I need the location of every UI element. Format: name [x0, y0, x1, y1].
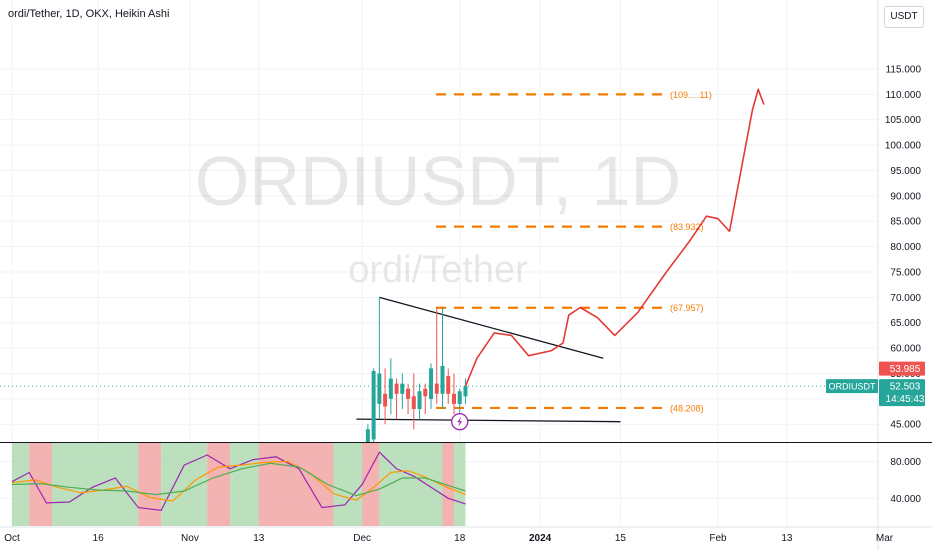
- candle-body: [434, 383, 439, 394]
- fib-levels: (109.…11) (83.932) (67.957) (48.208): [436, 90, 712, 413]
- price-tick-label: 90.000: [890, 191, 921, 202]
- price-tick-label: 65.000: [890, 318, 921, 329]
- trendlines[interactable]: [356, 296, 621, 423]
- candle-body: [457, 391, 462, 404]
- time-tick-label: 15: [615, 533, 627, 544]
- candle-body: [423, 388, 428, 397]
- last-price-tag: [879, 379, 925, 407]
- time-tick-label: 13: [253, 533, 265, 544]
- projection-line: [464, 88, 765, 387]
- countdown-value: 14:45:43: [886, 394, 925, 405]
- oscillator-zones: [12, 443, 466, 526]
- candle-body: [377, 373, 382, 404]
- candle-body: [406, 388, 411, 399]
- watermark-symbol: ORDIUSDT, 1D: [195, 142, 681, 220]
- oscillator-zone-bull: [52, 443, 139, 526]
- oscillator-zone-bull: [333, 443, 363, 526]
- osc-tick-label: 80.000: [890, 457, 921, 468]
- time-tick-label: Feb: [709, 533, 727, 544]
- time-tick-label: Mar: [876, 533, 894, 544]
- candle-body: [394, 383, 399, 394]
- oscillator-zone-bull: [230, 443, 259, 526]
- symbol-tag: [826, 379, 878, 394]
- price-tick-label: 70.000: [890, 293, 921, 304]
- time-tick-label: Oct: [4, 533, 20, 544]
- last-price-value: 52.503: [890, 382, 921, 393]
- currency-button[interactable]: USDT: [884, 6, 924, 28]
- price-tick-label: 75.000: [890, 267, 921, 278]
- trendline: [356, 418, 621, 423]
- candle-body: [371, 370, 376, 440]
- lightning-icon[interactable]: [451, 413, 469, 431]
- time-tick-label: Nov: [181, 533, 199, 544]
- candle-body: [365, 429, 370, 442]
- candle-body: [440, 365, 445, 394]
- candle-body: [429, 368, 434, 399]
- osc-tick-label: 40.000: [890, 494, 921, 505]
- price-axis-bg: [878, 0, 932, 550]
- price-tick-label: 115.000: [886, 64, 922, 75]
- candle-body: [451, 393, 456, 404]
- candles: [365, 297, 468, 442]
- time-tick-label: 2024: [529, 533, 552, 544]
- candle-body: [383, 393, 388, 407]
- candle-body: [446, 376, 451, 394]
- symbol-tag-label: ORDIUSDT: [829, 382, 877, 392]
- price-tick-label: 105.000: [885, 115, 922, 126]
- previous-close-value: 53.985: [890, 364, 921, 375]
- price-tick-label: 45.000: [890, 420, 921, 431]
- candle-body: [400, 383, 405, 394]
- projection-path[interactable]: [464, 88, 765, 387]
- price-tick-label: 95.000: [890, 166, 921, 177]
- candle-body: [463, 386, 468, 397]
- lightning-icon-bolt: [457, 416, 463, 427]
- level-label: (109.…11): [670, 90, 712, 100]
- time-tick-label: 18: [454, 533, 466, 544]
- level-label: (67.957): [670, 303, 704, 313]
- time-tick-label: 13: [781, 533, 793, 544]
- oscillator-zone-bear: [29, 443, 53, 526]
- watermark: ORDIUSDT, 1D ordi/Tether: [195, 142, 681, 291]
- oscillator-zone-bear: [138, 443, 162, 526]
- price-tick-label: 85.000: [890, 217, 921, 228]
- oscillator-zone-bear: [207, 443, 231, 526]
- watermark-name: ordi/Tether: [348, 249, 528, 291]
- time-tick-label: 16: [93, 533, 105, 544]
- price-tick-label: 60.000: [890, 344, 921, 355]
- candle-body: [388, 378, 393, 399]
- previous-close-tag: [879, 361, 925, 376]
- oscillator-line-d: [11, 460, 466, 502]
- oscillator-zone-bull: [161, 443, 208, 526]
- price-tick-label: 100.000: [885, 141, 922, 152]
- trendline: [379, 296, 604, 359]
- symbol-title[interactable]: ordi/Tether, 1D, OKX, Heikin Ashi: [8, 8, 170, 20]
- price-tick-label: 110.000: [886, 90, 922, 101]
- level-label: (48.208): [670, 403, 704, 413]
- candle-body: [417, 391, 422, 410]
- oscillator-zone-bear: [362, 443, 380, 526]
- oscillator-lines: [11, 451, 466, 511]
- price-tick-label: 80.000: [890, 242, 921, 253]
- oscillator-zone-bull: [453, 443, 466, 526]
- level-label: (83.932): [670, 222, 704, 232]
- oscillator-zone-bear: [442, 443, 454, 526]
- oscillator-line-ma: [11, 462, 466, 497]
- candle-body: [411, 396, 416, 410]
- time-tick-label: Dec: [353, 533, 371, 544]
